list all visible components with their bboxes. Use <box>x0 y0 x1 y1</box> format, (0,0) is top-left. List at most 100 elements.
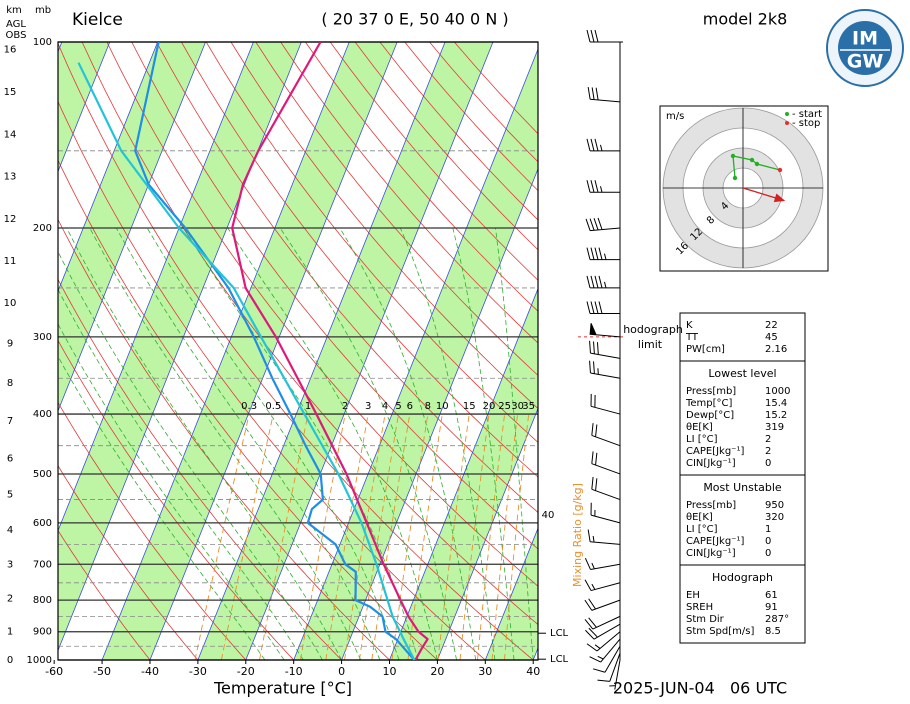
table-value: 22 <box>765 320 778 331</box>
pressure-unit: mb <box>35 5 51 16</box>
mixing-ratio-label: 8 <box>425 401 431 412</box>
height-tick-label: 14 <box>4 129 17 140</box>
chart-title: Kielce <box>72 10 123 30</box>
table-label: Press[mb] <box>686 500 736 511</box>
logo: IM GW <box>827 10 903 86</box>
height-tick-label: 4 <box>7 525 13 536</box>
height-tick-label: 16 <box>4 45 17 56</box>
mixing-ratio-title: Mixing Ratio [g/kg] <box>571 483 584 587</box>
mixing-ratio-label: 10 <box>436 401 449 412</box>
x-tick-label: 0 <box>338 665 345 678</box>
table-heading: Most Unstable <box>703 481 782 494</box>
table-label: CAPE[Jkg⁻¹] <box>686 536 744 547</box>
hodograph-limit-label: limit <box>638 338 663 351</box>
mixing-ratio-label: 0.5 <box>265 401 281 412</box>
height-tick-label: 10 <box>4 298 17 309</box>
table-label: EH <box>686 590 700 601</box>
table-value: 2.16 <box>765 344 787 355</box>
mixing-ratio-label: 3 <box>365 401 371 412</box>
mixing-ratio-label: 0.3 <box>241 401 257 412</box>
height-tick-label: 9 <box>7 338 13 349</box>
height-tick-label: 0 <box>7 655 13 666</box>
x-axis-title: Temperature [°C] <box>213 679 352 698</box>
hodograph-point <box>731 154 735 158</box>
table-value: 1 <box>765 524 771 535</box>
table-value: 8.5 <box>765 626 781 637</box>
y-tick-label: 600 <box>33 518 52 529</box>
y-tick-label: 900 <box>33 627 52 638</box>
mixing-ratio-label: 35 <box>522 401 535 412</box>
height-tick-label: 8 <box>7 378 13 389</box>
wind-barb <box>587 30 620 42</box>
wind-barb <box>590 323 620 337</box>
table-label: TT <box>685 332 699 343</box>
height-tick-label: 12 <box>4 214 17 225</box>
mixing-ratio-label: 5 <box>395 401 401 412</box>
table-heading: Lowest level <box>708 367 776 380</box>
hodograph-point <box>778 168 782 172</box>
hodograph-unit: m/s <box>666 111 684 122</box>
table-value: 320 <box>765 512 784 523</box>
hodograph-point <box>750 158 754 162</box>
table-heading: Hodograph <box>712 571 773 584</box>
table-value: 319 <box>765 422 784 433</box>
wind-barb <box>590 341 620 359</box>
wind-barb <box>590 361 620 379</box>
date-label: 2025-JUN-04 06 UTC <box>613 679 787 698</box>
table-label: PW[cm] <box>686 344 725 355</box>
height-tick-label: 1 <box>7 626 13 637</box>
y-tick-label: 500 <box>33 469 52 480</box>
y-tick-label: 100 <box>33 37 52 48</box>
wind-barb <box>588 530 620 545</box>
isotherm <box>821 42 910 660</box>
x-tick-label: -50 <box>93 665 111 678</box>
table-value: 1000 <box>765 386 790 397</box>
x-tick-label: 20 <box>430 665 444 678</box>
table-label: Dewp[°C] <box>686 410 734 421</box>
table-label: LI [°C] <box>686 524 718 535</box>
x-tick-label: -30 <box>189 665 207 678</box>
wind-barb <box>592 423 620 446</box>
x-tick-label: 30 <box>478 665 492 678</box>
table-label: θE[K] <box>686 512 713 523</box>
y-tick-label: 200 <box>33 223 52 234</box>
table-label: LI [°C] <box>686 434 718 445</box>
height-tick-label: 11 <box>4 256 17 267</box>
table-value: 0 <box>765 536 771 547</box>
height-tick-label: 3 <box>7 560 13 571</box>
table-value: 950 <box>765 500 784 511</box>
wind-barb <box>592 477 620 500</box>
mixing-ratio-label: 2 <box>342 401 348 412</box>
table-value: 0 <box>765 548 771 559</box>
lcl-label: LCL <box>550 654 569 665</box>
wind-barb <box>585 599 620 611</box>
table-value: 15.4 <box>765 398 787 409</box>
wind-barb <box>587 139 620 151</box>
table-value: 61 <box>765 590 778 601</box>
table-value: 2 <box>765 446 771 457</box>
height-ref: OBS <box>6 30 27 41</box>
side-label: 40 <box>542 510 555 521</box>
wind-barb <box>585 580 620 591</box>
model-label: model 2k8 <box>703 10 788 29</box>
table-value: 15.2 <box>765 410 787 421</box>
wind-barb <box>587 302 620 314</box>
height-tick-label: 5 <box>7 490 13 501</box>
height-tick-label: 15 <box>4 87 17 98</box>
chart-subtitle: ( 20 37 0 E, 50 40 0 N ) <box>321 10 508 29</box>
y-tick-label: 800 <box>33 595 52 606</box>
table-value: 287° <box>765 614 789 625</box>
x-tick-label: 40 <box>526 665 540 678</box>
y-tick-label: 400 <box>33 409 52 420</box>
wind-barb <box>587 248 620 260</box>
hodograph-point <box>733 176 737 180</box>
mixing-ratio-label: 25 <box>498 401 511 412</box>
table-value: 45 <box>765 332 778 343</box>
wind-barb <box>591 394 620 414</box>
table-label: Press[mb] <box>686 386 736 397</box>
table-label: CAPE[Jkg⁻¹] <box>686 446 744 457</box>
lcl-label: LCL <box>550 628 569 639</box>
wind-barb <box>585 558 620 569</box>
table-value: 91 <box>765 602 778 613</box>
